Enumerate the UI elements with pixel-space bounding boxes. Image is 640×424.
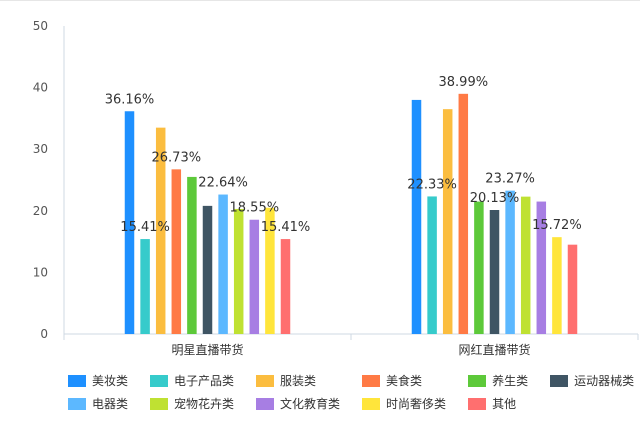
data-label: 18.55% [230, 201, 280, 216]
data-label: 26.73% [152, 150, 202, 165]
legend-item[interactable]: 服装类 [256, 372, 340, 389]
legend-label: 电子产品类 [174, 374, 235, 388]
bar [249, 219, 260, 334]
legend-item[interactable]: 文化教育类 [256, 395, 340, 412]
bar [536, 201, 547, 334]
y-tick-label: 30 [33, 142, 48, 156]
bar [124, 111, 135, 335]
x-category-label: 网红直播带货 [458, 342, 530, 357]
legend-label: 美妆类 [92, 374, 129, 388]
legend-item[interactable]: 宠物花卉类 [150, 395, 234, 412]
bar [427, 196, 437, 334]
legend-label: 电器类 [92, 397, 129, 411]
bar [218, 194, 228, 334]
legend-label: 时尚奢侈类 [386, 397, 447, 411]
legend-swatch [362, 374, 381, 387]
bar [187, 176, 197, 334]
bar [411, 99, 422, 334]
legend-label: 养生类 [492, 374, 529, 388]
legend-swatch [68, 374, 86, 387]
bar [489, 209, 500, 334]
legend-swatch [256, 397, 275, 410]
legend-item[interactable]: 美食类 [362, 372, 446, 389]
legend-item[interactable]: 其他 [468, 395, 528, 412]
legend-item[interactable]: 美妆类 [68, 372, 128, 389]
legend-swatch [550, 374, 569, 387]
legend-item[interactable]: 时尚奢侈类 [362, 395, 446, 412]
data-label: 15.41% [261, 220, 311, 235]
data-label: 20.13% [470, 191, 520, 206]
legend-swatch [362, 397, 381, 410]
bar [155, 127, 166, 334]
legend-item[interactable]: 运动器械类 [550, 372, 634, 389]
y-tick-label: 50 [33, 19, 48, 33]
data-label: 22.33% [407, 177, 457, 192]
legend-swatch [150, 397, 169, 410]
legend-swatch [68, 397, 86, 410]
y-tick-label: 20 [33, 204, 48, 218]
data-label: 15.41% [120, 220, 170, 235]
y-tick-label: 0 [40, 327, 48, 341]
y-tick-label: 10 [33, 265, 48, 279]
data-label: 23.27% [485, 172, 535, 187]
bar [280, 239, 291, 334]
legend-item[interactable]: 电器类 [68, 395, 128, 412]
legend-swatch [150, 374, 169, 387]
bar [552, 237, 562, 334]
bar [520, 196, 531, 334]
bar [505, 190, 515, 334]
x-category-label: 明星直播带货 [171, 342, 243, 357]
legend-swatch [256, 374, 275, 387]
data-label: 15.72% [532, 218, 582, 233]
data-label: 36.16% [105, 92, 155, 107]
bar [140, 239, 150, 334]
bar [202, 205, 213, 334]
bar [474, 201, 484, 334]
legend-label: 其他 [492, 397, 517, 411]
legend-item[interactable]: 养生类 [468, 372, 528, 389]
legend-label: 文化教育类 [280, 397, 341, 411]
legend-label: 美食类 [386, 374, 423, 388]
legend-item[interactable]: 电子产品类 [150, 372, 234, 389]
chart-legend: 美妆类 电子产品类 服装类 美食类 养生类 运动器械类电器类 宠物花卉类 文化教育类 时尚奢侈类… [68, 372, 634, 412]
y-tick-label: 40 [33, 81, 48, 95]
top-divider [0, 0, 640, 1]
legend-label: 服装类 [280, 374, 317, 388]
legend-label: 运动器械类 [574, 374, 635, 388]
bar [233, 208, 244, 334]
bar [265, 207, 275, 334]
legend-swatch [468, 374, 487, 387]
legend-swatch [468, 397, 487, 410]
bar [442, 109, 453, 334]
data-label: 22.64% [198, 176, 248, 191]
legend-label: 宠物花卉类 [174, 397, 235, 411]
data-label: 38.99% [439, 75, 489, 90]
bar [171, 169, 182, 334]
bar [567, 244, 578, 334]
bar [458, 93, 469, 335]
